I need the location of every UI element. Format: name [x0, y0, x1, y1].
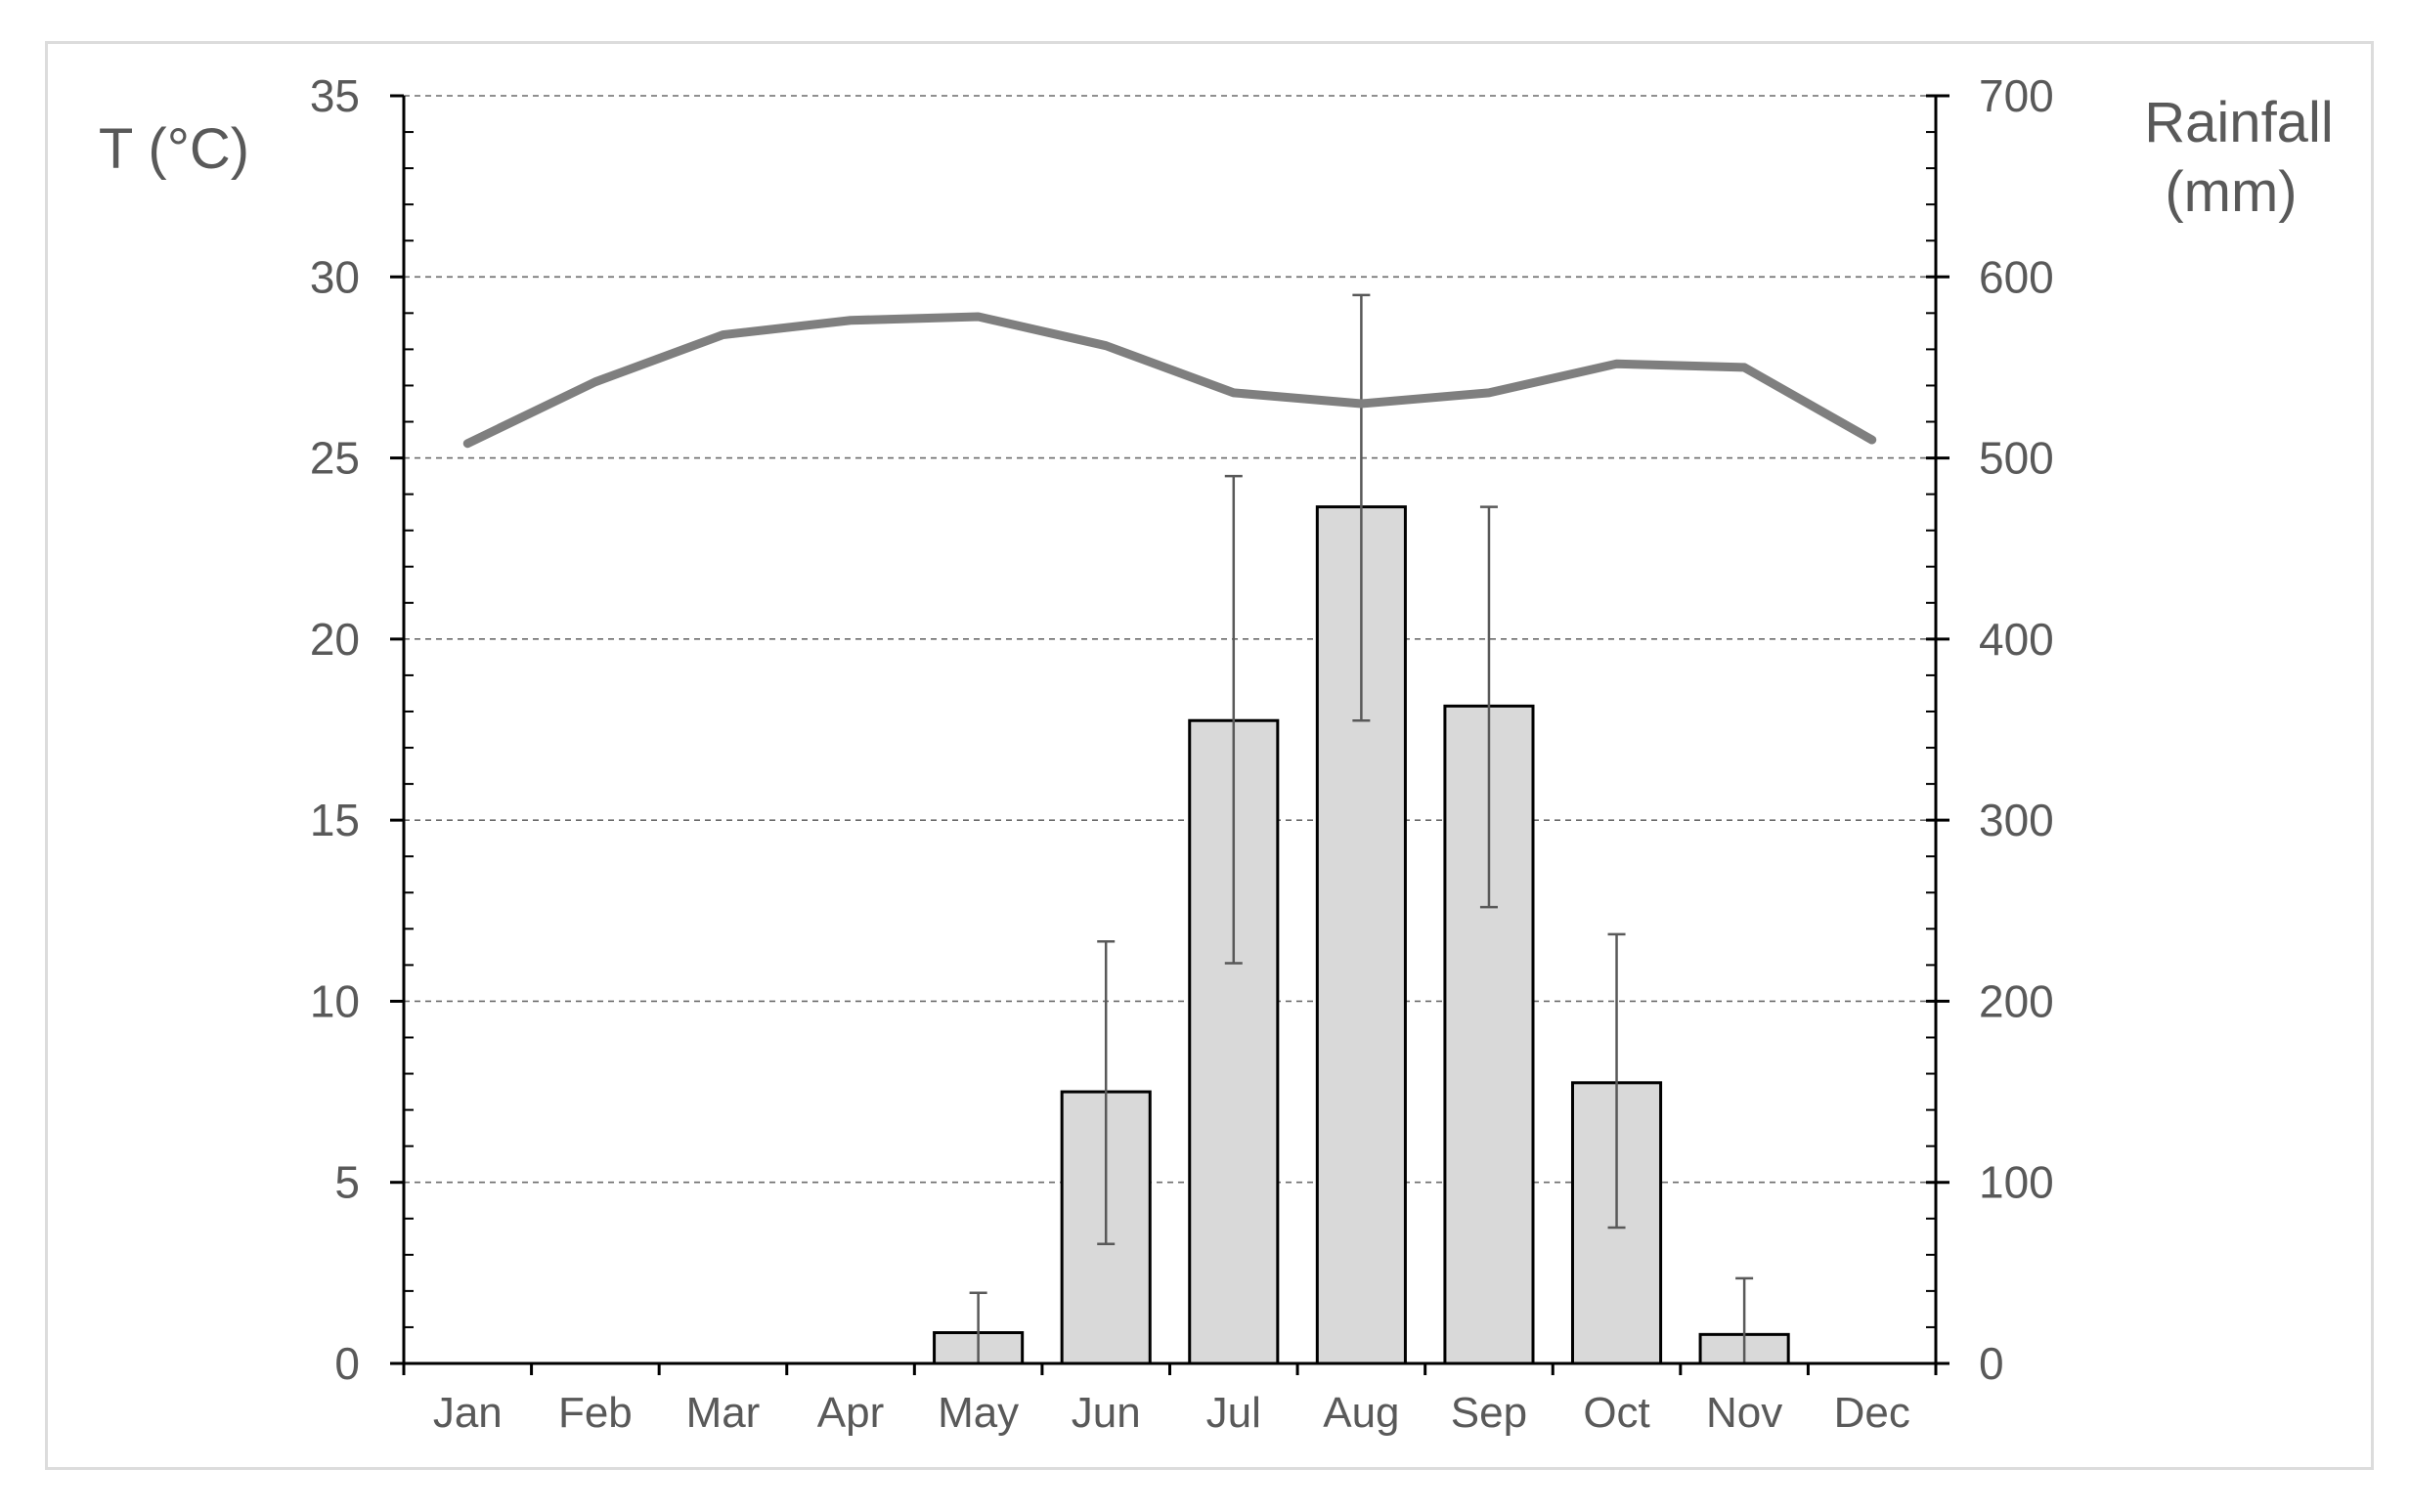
y-left-tick-label: 20	[310, 614, 360, 665]
y-left-tick-label: 0	[334, 1338, 360, 1389]
x-tick-label: Jul	[1206, 1389, 1261, 1437]
y-left-axis-label: T (°C)	[99, 117, 249, 181]
x-tick-label: Jan	[433, 1389, 503, 1437]
y-right-tick-label: 500	[1979, 433, 2054, 484]
x-tick-label: Mar	[686, 1389, 761, 1437]
axes	[390, 94, 1949, 1375]
temperature-line	[462, 312, 1877, 449]
tick-labels: 0 5 10 15 20 25 30 35 0 100 200 300 400 500 600 700 Jan F…	[310, 70, 2054, 1437]
y-left-tick-label: 25	[310, 433, 360, 484]
rainfall-error-bars	[969, 293, 1754, 1363]
y-right-tick-label: 600	[1979, 251, 2054, 302]
temperature-line-group	[462, 312, 1877, 449]
x-tick-label: May	[938, 1389, 1019, 1437]
x-tick-label: Oct	[1583, 1389, 1649, 1437]
y-right-tick-label: 200	[1979, 975, 2054, 1026]
y-left-tick-label: 30	[310, 251, 360, 302]
y-left-tick-label: 35	[310, 70, 360, 121]
x-tick-label: Feb	[558, 1389, 633, 1437]
y-right-tick-label: 300	[1979, 795, 2054, 845]
y-right-tick-label: 100	[1979, 1157, 2054, 1208]
x-tick-label: Jun	[1072, 1389, 1141, 1437]
x-tick-label: Apr	[817, 1389, 884, 1437]
x-tick-label: Sep	[1451, 1389, 1527, 1437]
y-left-tick-label: 15	[310, 795, 360, 845]
y-right-axis-label-line2: (mm)	[2165, 160, 2297, 224]
x-tick-label: Aug	[1323, 1389, 1399, 1437]
gridlines	[404, 95, 1936, 1184]
y-right-tick-label: 400	[1979, 614, 2054, 665]
y-right-axis-label-line1: Rainfall	[2144, 91, 2333, 154]
y-right-tick-label: 700	[1979, 70, 2054, 121]
y-left-tick-label: 10	[310, 975, 360, 1026]
x-tick-label: Dec	[1834, 1389, 1910, 1437]
y-left-tick-label: 5	[334, 1157, 360, 1208]
y-right-tick-label: 0	[1979, 1338, 2004, 1389]
x-tick-label: Nov	[1706, 1389, 1782, 1437]
